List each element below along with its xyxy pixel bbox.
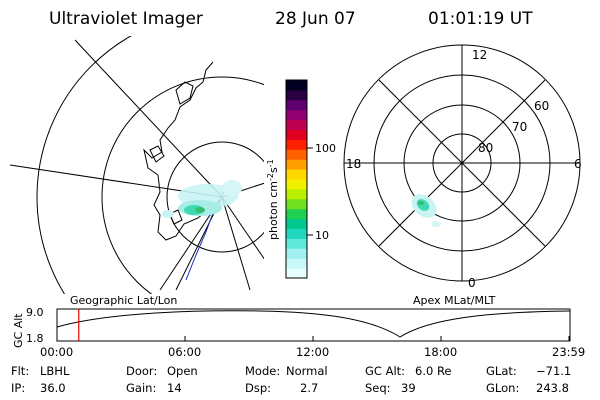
colorbar-cell: [286, 179, 307, 190]
mode-value: Normal: [286, 364, 328, 378]
geo-lon-line: [221, 196, 264, 260]
polar-lat-label-80: 80: [478, 141, 493, 155]
colorbar-tick-label: 100: [315, 142, 336, 155]
colorbar-unit-label: photon cm-2s-1: [266, 159, 280, 240]
dsp-label: Dsp:: [245, 381, 272, 395]
geo-lon-line: [221, 196, 251, 291]
gain-label: Gain:: [126, 381, 157, 395]
geographic-map: [9, 36, 264, 294]
observation-date: 28 Jun 07: [275, 9, 356, 29]
colorbar: 100 10 photon cm-2s-1: [266, 79, 336, 279]
polar-lat-label-60: 60: [534, 99, 549, 113]
altitude-curve: [56, 310, 571, 338]
geo-coastline: [143, 61, 226, 241]
ip-value: 36.0: [40, 381, 66, 395]
polar-mlt-label-0: 0: [468, 276, 476, 290]
timeline-tick-label: 12:00: [296, 345, 330, 359]
colorbar-cell: [286, 159, 307, 170]
colorbar-cell: [286, 89, 307, 101]
colorbar-cell: [286, 198, 307, 210]
seq-value: 39: [401, 381, 416, 395]
colorbar-tick-label: 10: [315, 229, 329, 242]
colorbar-cell: [286, 258, 307, 269]
polar-mlt-label-18: 18: [346, 157, 361, 171]
colorbar-cell: [286, 109, 307, 121]
colorbar-cell: [286, 188, 307, 200]
geo-island: [175, 81, 194, 105]
geo-lat-circle: [101, 76, 264, 294]
timeline-ymin: 1.8: [26, 332, 44, 345]
door-label: Door:: [126, 364, 158, 378]
filter-label: Flt:: [11, 364, 30, 378]
altitude-timeline: GC Alt: [12, 308, 571, 348]
polar-panel-label: Apex MLat/MLT: [413, 294, 496, 307]
gc-alt-label: GC Alt:: [365, 364, 406, 378]
colorbar-cell: [286, 268, 307, 279]
geographic-panel-label: Geographic Lat/Lon: [70, 294, 178, 307]
timeline-tick-label: 18:00: [424, 345, 458, 359]
geo-aurora: [162, 180, 242, 218]
colorbar-cell: [286, 80, 307, 91]
geo-lat-circle: [166, 141, 264, 253]
polar-lat-label-70: 70: [512, 120, 527, 134]
colorbar-cell: [286, 228, 307, 239]
glat-label: GLat:: [486, 364, 517, 378]
polar-aurora: [411, 194, 441, 227]
filter-value: LBHL: [40, 364, 70, 378]
observation-time: 01:01:19 UT: [428, 9, 533, 29]
ip-label: IP:: [11, 381, 26, 395]
geo-lon-line: [74, 39, 223, 198]
polar-diagonal: [378, 79, 546, 247]
geo-island: [149, 145, 165, 163]
colorbar-cell: [286, 238, 307, 249]
polar-mlt-label-12: 12: [472, 48, 487, 62]
glon-label: GLon:: [486, 381, 520, 395]
timeline-ymax: 9.0: [26, 306, 44, 319]
geo-ground-track: [185, 209, 215, 281]
door-value: Open: [167, 364, 198, 378]
colorbar-cell: [286, 169, 307, 180]
timeline-tick-label: 06:00: [168, 345, 202, 359]
gain-value: 14: [167, 381, 182, 395]
colorbar-cell: [286, 139, 307, 150]
colorbar-frame: [285, 79, 308, 279]
timeline-tick-label: 00:00: [40, 345, 74, 359]
glat-value: −71.1: [536, 364, 572, 378]
dsp-value: 2.7: [300, 381, 319, 395]
colorbar-cell: [286, 218, 307, 229]
polar-map: [343, 44, 581, 282]
colorbar-cell: [286, 248, 307, 259]
gc-alt-value: 6.0 Re: [415, 364, 452, 378]
colorbar-cell: [286, 99, 307, 111]
instrument-title: Ultraviolet Imager: [49, 9, 203, 29]
timeline-tick-label: 23:59: [552, 345, 586, 359]
geo-lat-circle: [36, 36, 132, 294]
colorbar-cell: [286, 208, 307, 220]
colorbar-cell: [286, 119, 307, 130]
geo-island: [169, 209, 183, 225]
colorbar-cell: [286, 129, 307, 140]
glon-value: 243.8: [536, 381, 569, 395]
mode-label: Mode:: [245, 364, 281, 378]
seq-label: Seq:: [365, 381, 391, 395]
timeline-ylabel: GC Alt: [12, 313, 25, 348]
polar-mlt-label-6: 6: [574, 157, 582, 171]
colorbar-cell: [286, 149, 307, 160]
